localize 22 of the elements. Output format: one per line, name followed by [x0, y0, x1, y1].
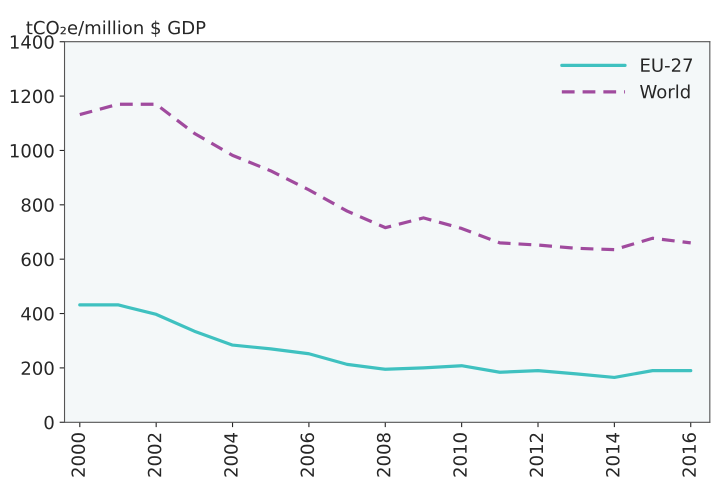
x-tick-label: 2006 [300, 433, 314, 477]
y-tick-label: 1000 [10, 144, 54, 158]
x-tick-label: 2004 [224, 432, 238, 477]
x-tick-label: 2016 [682, 433, 696, 477]
x-tick-label: 2010 [453, 433, 467, 477]
x-tick-label: 2012 [530, 434, 544, 477]
y-axis-title: tCO₂e/million $ GDP [26, 20, 206, 37]
x-tick-label: 2008 [376, 433, 391, 477]
legend-label: EU-27 [641, 58, 692, 72]
line-series [78, 303, 692, 380]
y-tick-label: 600 [22, 252, 54, 266]
y-tick-label: 800 [22, 198, 54, 212]
y-tick-label: 1200 [10, 90, 54, 104]
y-tick-label: 400 [21, 307, 54, 321]
y-tick-label: 200 [22, 361, 54, 376]
legend-label: World [640, 84, 690, 98]
y-tick-label: 0 [44, 416, 54, 430]
x-tick-label: 2014 [606, 432, 620, 477]
x-tick-label: 2000 [71, 433, 86, 477]
y-tick-label: 1400 [10, 35, 54, 49]
x-tick-label: 2002 [148, 434, 162, 477]
line-series [78, 102, 692, 252]
